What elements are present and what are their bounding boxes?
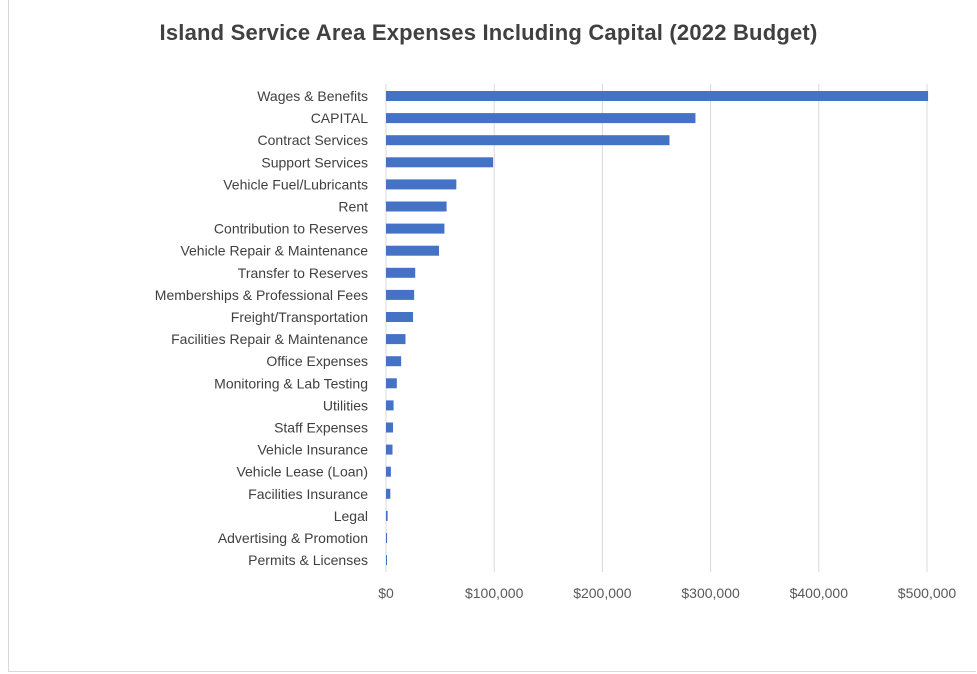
bar xyxy=(386,289,415,300)
category-label: Wages & Benefits xyxy=(257,88,368,104)
category-label: Facilities Insurance xyxy=(248,486,368,502)
category-label: Advertising & Promotion xyxy=(218,530,368,546)
category-label: Vehicle Repair & Maintenance xyxy=(180,243,368,259)
category-label: Utilities xyxy=(323,397,368,413)
category-label: Monitoring & Lab Testing xyxy=(214,375,368,391)
bar xyxy=(386,201,447,212)
category-label: Contribution to Reserves xyxy=(214,221,368,237)
x-tick-label: $500,000 xyxy=(898,585,957,601)
bar xyxy=(386,179,457,190)
category-label: Support Services xyxy=(261,154,368,170)
bar xyxy=(386,488,391,499)
bar xyxy=(386,113,696,124)
bar xyxy=(386,533,388,543)
gridlines xyxy=(385,84,928,572)
bar xyxy=(386,422,394,433)
x-tick-label: $0 xyxy=(378,585,394,601)
category-label: Vehicle Fuel/Lubricants xyxy=(223,176,368,192)
x-tick-label: $400,000 xyxy=(790,585,849,601)
bar xyxy=(386,135,670,146)
x-tick-label: $200,000 xyxy=(573,585,632,601)
chart-frame xyxy=(8,0,976,672)
category-label: Vehicle Insurance xyxy=(257,442,368,458)
bar xyxy=(386,157,494,168)
category-label: Rent xyxy=(338,199,368,215)
category-label: Transfer to Reserves xyxy=(238,265,368,281)
bar xyxy=(386,91,929,101)
category-label: Legal xyxy=(334,508,368,524)
category-label: CAPITAL xyxy=(311,110,369,126)
bar xyxy=(386,444,393,455)
category-label: Memberships & Professional Fees xyxy=(155,287,368,303)
bar xyxy=(386,334,406,345)
x-tick-label: $300,000 xyxy=(681,585,740,601)
bar xyxy=(386,510,388,521)
category-label: Office Expenses xyxy=(266,353,368,369)
bars xyxy=(386,91,929,566)
bar xyxy=(386,466,391,477)
bar xyxy=(386,223,445,234)
bar xyxy=(386,400,394,411)
bar xyxy=(386,555,387,566)
category-labels: Wages & Benefits CAPITAL Contract Services… xyxy=(155,88,368,568)
chart-title: Island Service Area Expenses Including C… xyxy=(159,20,818,45)
category-label: Permits & Licenses xyxy=(248,552,368,568)
bar xyxy=(386,245,440,256)
bar xyxy=(386,356,402,367)
x-tick-labels: $0 $100,000 $200,000 $300,000 $400,000 $500,0… xyxy=(378,585,956,601)
category-label: Facilities Repair & Maintenance xyxy=(171,331,368,347)
bar xyxy=(386,378,397,389)
bar xyxy=(386,312,414,322)
category-label: Contract Services xyxy=(258,132,368,148)
bar xyxy=(386,267,416,278)
category-label: Staff Expenses xyxy=(274,420,368,436)
category-label: Freight/Transportation xyxy=(231,309,368,325)
x-tick-label: $100,000 xyxy=(465,585,524,601)
category-label: Vehicle Lease (Loan) xyxy=(236,464,368,480)
